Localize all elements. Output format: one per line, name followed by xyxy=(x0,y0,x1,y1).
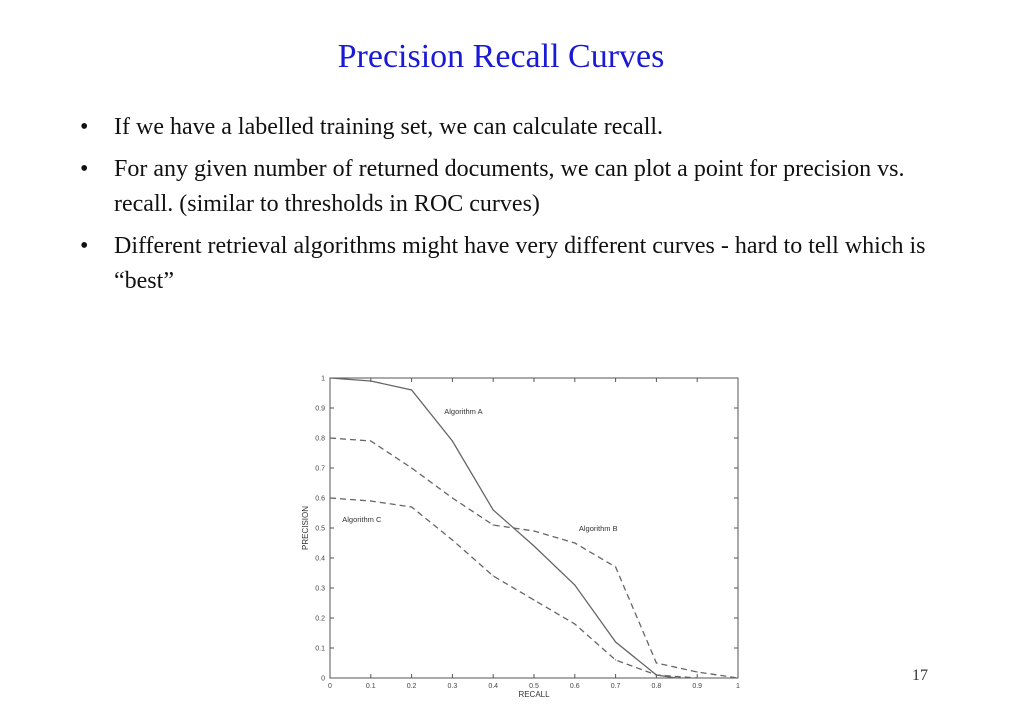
bullet-dot-icon: • xyxy=(80,156,89,182)
bullet-list: • If we have a labelled training set, we… xyxy=(78,110,958,306)
series-b-point xyxy=(329,437,331,439)
y-tick-label: 0.3 xyxy=(315,586,325,593)
series-a-point xyxy=(574,584,576,586)
bullet-text: For any given number of returned documen… xyxy=(114,156,905,217)
series-c-line xyxy=(329,497,698,679)
slide-title: Precision Recall Curves xyxy=(337,38,665,75)
x-tick-label: 0.8 xyxy=(652,683,662,690)
precision-recall-chart: 0 0.1 0.2 0.3 0.4 0.5 0.6 0.7 0.8 0.9 1 0 0.1 0.2 0.3 0… xyxy=(298,368,748,702)
series-b-point xyxy=(533,530,535,532)
series-a-point xyxy=(329,377,331,379)
bullet-dot-icon: • xyxy=(80,114,89,140)
x-tick-label: 0.2 xyxy=(407,683,417,690)
bullet-text: Different retrieval algorithms might hav… xyxy=(114,233,926,294)
bullet-item: • If we have a labelled training set, we… xyxy=(78,110,958,145)
x-tick-label: 0.5 xyxy=(529,683,539,690)
y-axis-label: PRECISION xyxy=(301,506,310,550)
annotation-algorithm-a: Algorithm A xyxy=(444,407,482,416)
x-tick-label: 0.3 xyxy=(448,683,458,690)
x-tick-label: 0.1 xyxy=(366,683,376,690)
series-b-point xyxy=(655,662,657,664)
annotation-algorithm-b: Algorithm B xyxy=(579,524,618,533)
x-axis-label: RECALL xyxy=(518,690,550,699)
series-b-point xyxy=(574,542,576,544)
series-a-line xyxy=(329,377,677,679)
y-tick-label: 0.9 xyxy=(315,406,325,413)
annotation-algorithm-c: Algorithm C xyxy=(342,515,382,524)
series-b-point xyxy=(411,467,413,469)
series-a-point xyxy=(370,380,372,382)
x-tick-label: 1 xyxy=(736,683,740,690)
y-tick-label: 0.2 xyxy=(315,616,325,623)
y-tick-label: 0.5 xyxy=(315,526,325,533)
series-c-point xyxy=(370,500,372,502)
series-a-point xyxy=(451,440,453,442)
series-c-point xyxy=(533,599,535,601)
y-tick-label: 0.1 xyxy=(315,646,325,653)
series-c-point xyxy=(492,575,494,577)
x-tick-label: 0.9 xyxy=(692,683,702,690)
series-b-point xyxy=(451,497,453,499)
series-a-point xyxy=(533,545,535,547)
series-b-point xyxy=(615,566,617,568)
series-c-point xyxy=(696,677,698,679)
y-tick-label: 0.8 xyxy=(315,436,325,443)
series-c-point xyxy=(655,674,657,676)
y-tick-label: 0.6 xyxy=(315,496,325,503)
y-tick-label: 0 xyxy=(321,676,325,683)
series-c-point xyxy=(574,623,576,625)
bullet-item: • For any given number of returned docum… xyxy=(78,152,958,222)
series-b-point xyxy=(696,671,698,673)
series-b-point xyxy=(370,440,372,442)
series-b-line xyxy=(329,437,739,679)
series-c-point xyxy=(411,506,413,508)
x-tick-label: 0.6 xyxy=(570,683,580,690)
y-tick-label: 1 xyxy=(321,376,325,383)
x-tick-label: 0.7 xyxy=(611,683,621,690)
x-tick-label: 0.4 xyxy=(488,683,498,690)
series-c-point xyxy=(615,659,617,661)
chart-svg: 0 0.1 0.2 0.3 0.4 0.5 0.6 0.7 0.8 0.9 1 0 0.1 0.2 0.3 0… xyxy=(301,376,740,700)
series-a-point xyxy=(411,389,413,391)
y-tick-label: 0.7 xyxy=(315,466,325,473)
bullet-text: If we have a labelled training set, we c… xyxy=(114,114,664,140)
series-a-point xyxy=(676,677,678,679)
y-tick-label: 0.4 xyxy=(315,556,325,563)
series-c-point xyxy=(329,497,331,499)
plot-frame xyxy=(329,377,739,679)
series-c-point xyxy=(451,539,453,541)
bullet-item: • Different retrieval algorithms might h… xyxy=(78,229,958,299)
bullet-dot-icon: • xyxy=(80,233,89,259)
series-b-point xyxy=(737,677,739,679)
series-a-point xyxy=(492,509,494,511)
x-tick-label: 0 xyxy=(328,683,332,690)
page-number: 17 xyxy=(912,667,928,684)
series-b-point xyxy=(492,524,494,526)
series-a-point xyxy=(615,641,617,643)
